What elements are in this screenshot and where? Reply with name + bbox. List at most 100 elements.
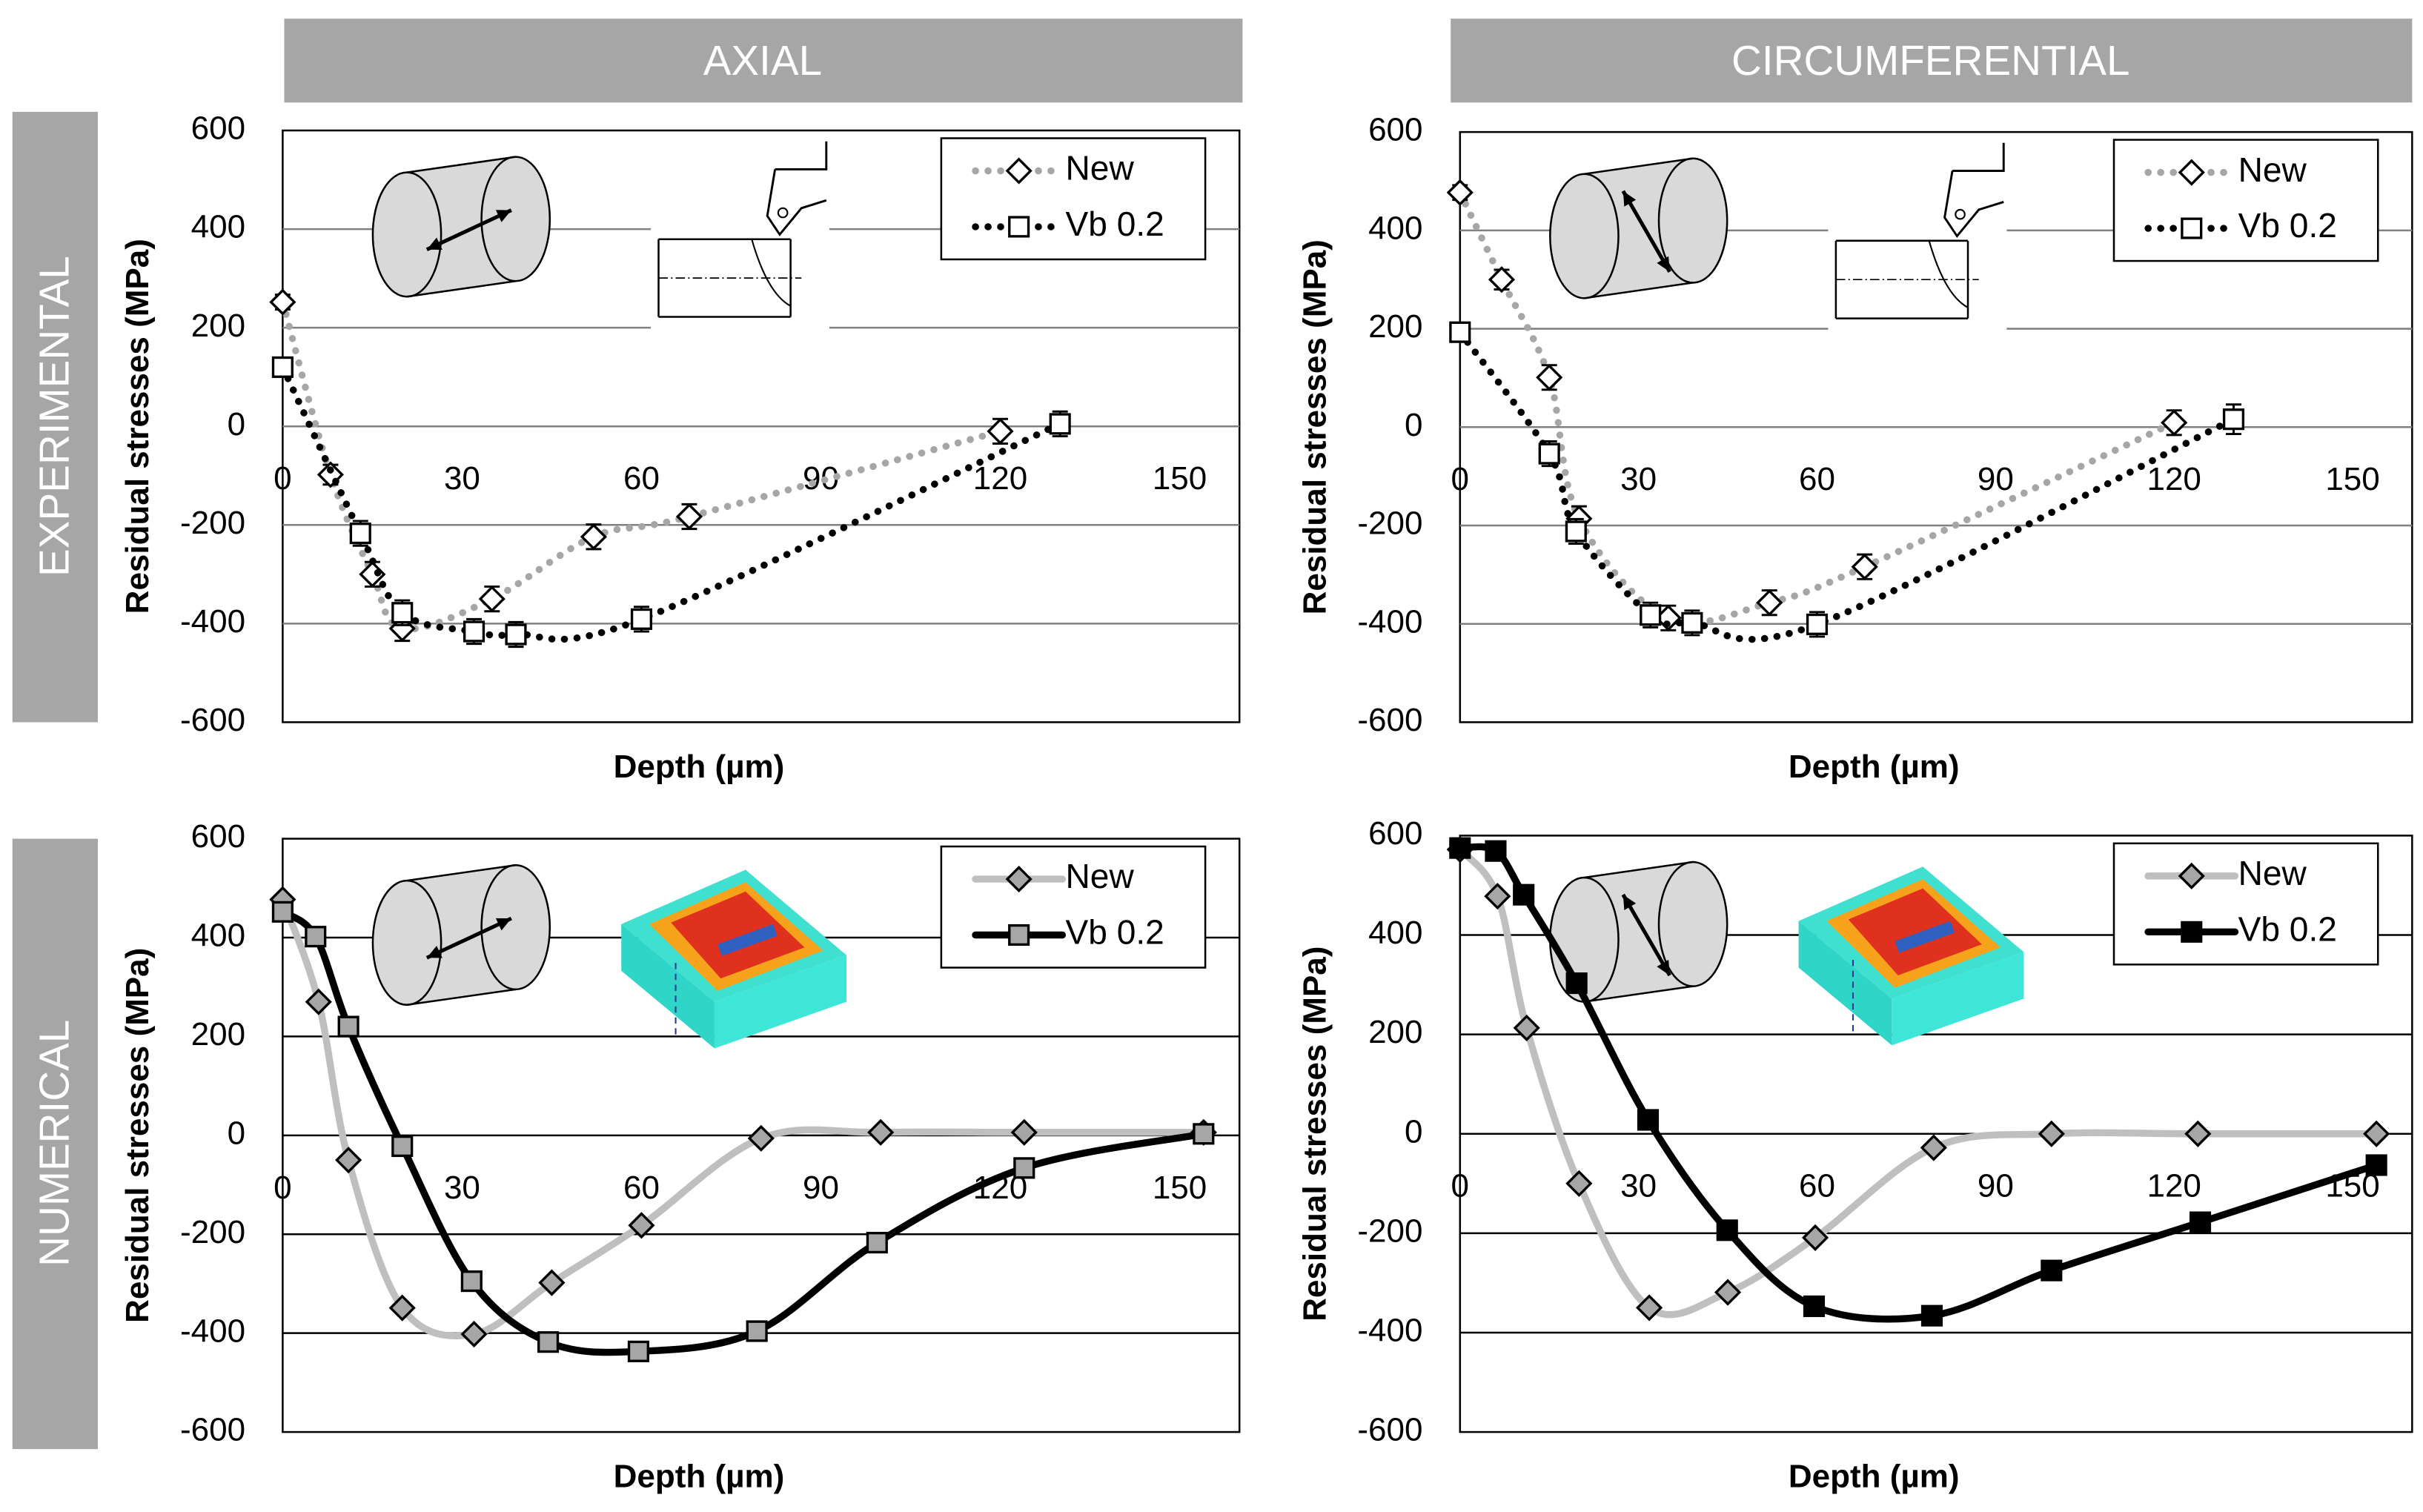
marker <box>388 1294 416 1322</box>
x-tick-label: 90 <box>803 460 839 497</box>
y-tick-label: 200 <box>191 308 245 344</box>
legend-label: New <box>1066 149 1135 188</box>
marker <box>271 901 294 923</box>
x-tick-label: 0 <box>274 460 291 497</box>
x-axis-title: Depth (µm) <box>614 749 785 785</box>
y-tick-label: -400 <box>1357 603 1422 640</box>
marker <box>391 1135 414 1158</box>
legend-label: Vb 0.2 <box>2238 909 2337 948</box>
sim-line-label <box>717 924 778 956</box>
legend-label: Vb 0.2 <box>2238 206 2337 245</box>
legend-marker <box>2178 862 2205 889</box>
legend-label: Vb 0.2 <box>1066 913 1164 952</box>
row-header: NUMERICAL <box>30 1020 77 1267</box>
marker <box>460 1320 488 1348</box>
x-axis-title: Depth (µm) <box>614 1459 785 1495</box>
y-tick-label: -200 <box>1357 1213 1422 1249</box>
series-line <box>1456 843 2380 1323</box>
legend-marker <box>1005 865 1032 893</box>
marker <box>1756 589 1783 617</box>
arrow-head <box>426 237 442 250</box>
marker <box>1013 1157 1035 1179</box>
x-tick-label: 30 <box>444 460 480 497</box>
legend-marker <box>1008 924 1030 946</box>
marker <box>2222 408 2245 431</box>
y-tick-label: 600 <box>191 110 245 147</box>
x-tick-label: 0 <box>274 1170 291 1206</box>
y-tick-label: -600 <box>180 702 245 738</box>
marker <box>627 1340 649 1362</box>
y-tick-label: 200 <box>1368 1014 1422 1050</box>
marker <box>1637 1109 1660 1131</box>
stress-arrow <box>425 916 512 960</box>
legend-label: New <box>2238 854 2307 892</box>
marker <box>746 1320 768 1342</box>
x-axis-title: Depth (µm) <box>1789 749 1960 785</box>
marker <box>2041 1259 2063 1281</box>
y-tick-label: 400 <box>191 209 245 245</box>
workpiece <box>657 238 792 318</box>
marker <box>1565 520 1587 543</box>
sim-front <box>1892 952 2024 1046</box>
marker <box>2363 1120 2390 1147</box>
sim-core <box>1848 888 1982 975</box>
marker <box>747 1124 775 1152</box>
sim-side <box>1798 921 1892 1046</box>
marker <box>1449 321 1471 343</box>
marker <box>1446 179 1474 206</box>
arrow-head <box>495 918 511 931</box>
column-header: CIRCUMFERENTIAL <box>1731 37 2129 84</box>
legend-marker <box>1005 157 1032 185</box>
arrow-head <box>1622 190 1637 207</box>
marker <box>269 288 296 316</box>
cylinder-end <box>371 171 442 298</box>
marker <box>1513 883 1535 906</box>
y-tick-label: -400 <box>180 1313 245 1349</box>
column-header: AXIAL <box>703 37 822 84</box>
column-header-bar <box>1451 19 2413 103</box>
marker <box>1806 613 1829 635</box>
marker <box>1449 837 1471 859</box>
arrow-head <box>426 946 442 958</box>
x-tick-label: 30 <box>1620 1168 1657 1204</box>
tool-holder <box>766 141 828 236</box>
y-tick-label: -200 <box>180 1214 245 1250</box>
cylinder-edge <box>406 156 516 298</box>
marker <box>1049 413 1071 435</box>
marker <box>537 1331 560 1353</box>
x-tick-label: 60 <box>623 460 660 497</box>
x-tick-label: 60 <box>623 1170 660 1206</box>
tool-holder <box>1943 142 2005 238</box>
marker <box>1802 1224 1829 1251</box>
y-tick-label: 600 <box>191 818 245 855</box>
marker <box>1716 1219 1738 1241</box>
sim-line-label <box>1895 921 1955 953</box>
y-tick-label: -600 <box>1357 1412 1422 1448</box>
y-axis-title: Residual stresses (MPa) <box>119 948 156 1323</box>
marker <box>1803 1295 1826 1317</box>
x-tick-label: 120 <box>2147 461 2201 497</box>
arrow-head <box>1657 256 1670 272</box>
marker <box>2365 1154 2387 1176</box>
y-tick-label: -200 <box>1357 505 1422 542</box>
marker <box>538 1269 566 1296</box>
cylinder-edge <box>1584 157 1694 299</box>
stress-arrow <box>1621 893 1671 977</box>
marker <box>1851 553 1878 580</box>
chip <box>1928 240 1969 308</box>
marker <box>305 988 332 1015</box>
arrow-head <box>1622 895 1637 910</box>
y-tick-label: 0 <box>228 1115 245 1151</box>
insert-hole <box>1955 208 1966 220</box>
legend-marker <box>2181 217 2203 239</box>
marker <box>1920 1134 1947 1161</box>
marker <box>1484 883 1511 910</box>
y-tick-label: -400 <box>1357 1313 1422 1349</box>
x-tick-label: 150 <box>1153 460 1207 497</box>
marker <box>1513 1014 1540 1041</box>
marker <box>2184 1120 2212 1147</box>
marker <box>987 417 1014 445</box>
y-tick-label: 0 <box>1405 1113 1422 1150</box>
row-header-bar <box>12 838 99 1450</box>
y-tick-label: -200 <box>180 505 245 541</box>
